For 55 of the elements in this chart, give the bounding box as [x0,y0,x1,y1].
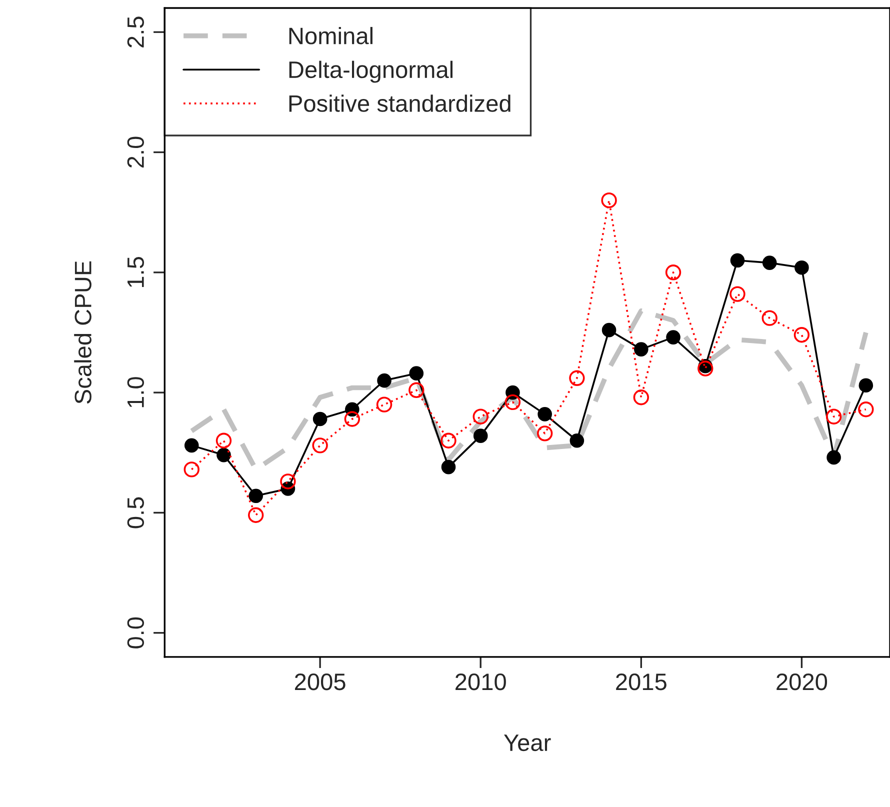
point [602,322,616,338]
point [762,310,778,326]
point [377,373,392,388]
point [538,407,552,422]
legend-label: Positive standardized [289,94,510,112]
point [826,450,841,465]
legend-label: Nominal [289,26,372,44]
point [441,460,456,474]
point [569,370,585,386]
point [826,408,842,424]
point [665,264,682,280]
x-tick-label: 2020 [776,673,828,690]
point [536,426,553,442]
point [504,394,521,410]
y-tick-label: 1.0 [127,377,144,408]
x-tick-label: 2015 [616,673,666,690]
point [184,438,199,453]
point [858,378,874,393]
point [344,411,360,427]
point [312,438,328,454]
x-tick-label: 2005 [294,673,346,690]
point [730,286,746,302]
point [601,192,617,208]
point [730,253,745,268]
point [473,428,488,443]
point [376,396,392,412]
point [570,433,584,448]
point [472,408,488,424]
y-tick-label: 2.5 [127,16,144,48]
point [409,366,424,380]
y-tick-label: 0.0 [127,617,144,648]
point [248,507,264,523]
point [408,382,424,398]
point [216,432,232,448]
point [794,260,809,275]
point [633,390,649,406]
point [858,402,874,418]
point [184,462,200,478]
point [634,342,648,356]
point [762,256,777,270]
point [216,448,231,462]
point [794,327,810,343]
point [248,488,263,504]
y-tick-label: 0.5 [127,497,144,528]
point [312,412,328,426]
x-axis-title: Year [504,734,551,752]
y-tick-label: 1.5 [128,256,144,288]
y-axis-title: Scaled CPUE [74,261,92,404]
y-tick-label: 2.0 [127,136,144,168]
point [280,474,296,490]
x-tick-label: 2010 [456,673,506,690]
point [666,330,680,344]
point [440,432,456,448]
point [698,360,714,376]
legend-label: Delta-lognormal [289,60,453,83]
